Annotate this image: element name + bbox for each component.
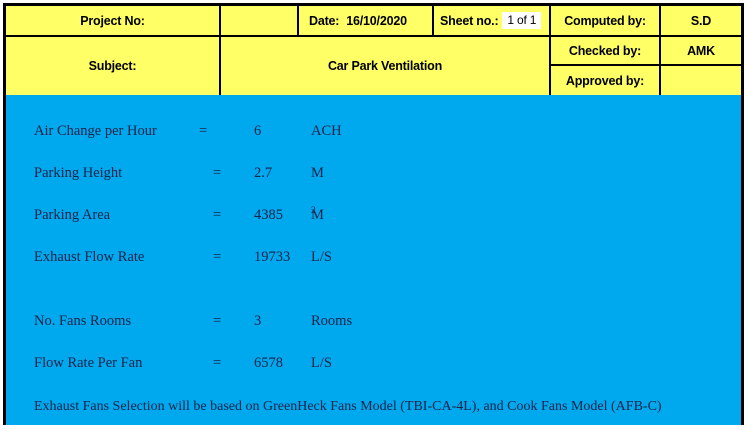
calculation-label: Parking Height: [34, 165, 123, 181]
subject-label: Subject:: [88, 59, 137, 73]
calculation-unit-text: ACH: [311, 123, 342, 139]
calculation-value[interactable]: 6: [254, 123, 262, 139]
calculation-row: Parking Height = 2.7 M: [6, 165, 741, 185]
calculation-unit-text: L/S: [311, 249, 332, 265]
title-block: Project No: Date: 16/10/2020 Sheet no.: …: [6, 6, 741, 95]
date-cell[interactable]: Date: 16/10/2020: [299, 6, 434, 37]
calculation-row: No. Fans Rooms = 3 Rooms: [6, 313, 741, 333]
calculation-value[interactable]: 19733: [254, 249, 291, 265]
computed-by-value-cell[interactable]: S.D: [661, 6, 741, 37]
project-no-label-cell: Project No:: [6, 6, 221, 37]
approved-by-value-cell[interactable]: [661, 66, 741, 95]
calculation-value[interactable]: 6578: [254, 355, 283, 371]
subject-value-cell[interactable]: Car Park Ventilation: [221, 37, 551, 95]
calculation-equals: =: [213, 165, 222, 181]
calculation-unit-text: Rooms: [311, 313, 353, 329]
calculation-unit-text: M: [311, 165, 324, 181]
calculation-equals: =: [213, 249, 222, 265]
calculation-equals: =: [213, 355, 222, 371]
sheet-no-value[interactable]: 1 of 1: [502, 12, 542, 29]
project-no-label: Project No:: [80, 13, 145, 28]
checked-by-value-cell[interactable]: AMK: [661, 37, 741, 66]
calculation-row: Flow Rate Per Fan = 6578 L/S: [6, 355, 741, 375]
calculation-unit-superscript: 2: [311, 206, 316, 217]
calculation-unit-text: M: [311, 207, 324, 223]
calculation-label: Flow Rate Per Fan: [34, 355, 143, 371]
calculation-equals: =: [199, 123, 208, 139]
computed-by-label: Computed by:: [564, 13, 646, 28]
checked-by-label-cell: Checked by:: [551, 37, 661, 66]
date-value: 16/10/2020: [346, 13, 407, 28]
sheet-no-label: Sheet no.:: [440, 13, 499, 28]
date-label: Date:: [309, 13, 340, 28]
subject-value: Car Park Ventilation: [327, 59, 443, 73]
calculation-value[interactable]: 3: [254, 313, 262, 329]
calculation-label: Parking Area: [34, 207, 111, 223]
project-no-value-cell[interactable]: [221, 6, 299, 37]
approved-by-label-cell: Approved by:: [551, 66, 661, 95]
computed-by-value: S.D: [690, 13, 712, 28]
calculation-label: No. Fans Rooms: [34, 313, 132, 329]
calculation-unit-text: L/S: [311, 355, 332, 371]
calculation-body: Air Change per Hour = 6 ACH Parking Heig…: [6, 95, 741, 425]
calculation-equals: =: [213, 313, 222, 329]
calculation-label: Exhaust Flow Rate: [34, 249, 145, 265]
subject-label-cell: Subject:: [6, 37, 221, 95]
calculation-sheet: Project No: Date: 16/10/2020 Sheet no.: …: [3, 3, 744, 425]
sheet-no-cell[interactable]: Sheet no.: 1 of 1: [434, 6, 551, 37]
calculation-row: Exhaust Flow Rate = 19733 L/S: [6, 249, 741, 269]
calculation-label: Air Change per Hour: [34, 123, 157, 139]
approved-by-label: Approved by:: [565, 73, 645, 88]
calculation-equals: =: [213, 207, 222, 223]
computed-by-label-cell: Computed by:: [551, 6, 661, 37]
checked-by-value: AMK: [687, 43, 715, 58]
calculation-row: Air Change per Hour = 6 ACH: [6, 123, 741, 143]
calculation-value[interactable]: 2.7: [254, 165, 273, 181]
footnote-text: Exhaust Fans Selection will be based on …: [34, 399, 662, 414]
calculation-value[interactable]: 4385: [254, 207, 283, 223]
checked-by-label: Checked by:: [568, 43, 642, 58]
